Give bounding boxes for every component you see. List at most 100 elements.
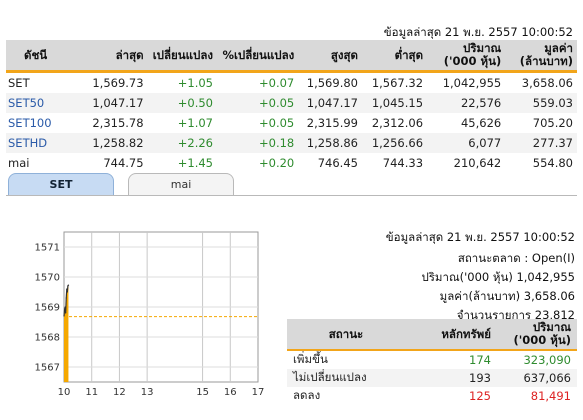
index-high: 746.45 (298, 153, 362, 173)
index-change: +1.07 (147, 113, 217, 133)
decline-count: 125 (469, 389, 491, 403)
y-tick-label: 1570 (35, 273, 60, 284)
index-name-link[interactable]: SET50 (6, 93, 84, 113)
index-low: 1,256.66 (361, 133, 428, 153)
index-low: 1,045.15 (361, 93, 428, 113)
index-row-set[interactable]: SET 1,569.73 +1.05 +0.07 1,569.80 1,567.… (6, 71, 577, 93)
market-info-timestamp: ข้อมูลล่าสุด 21 พ.ย. 2557 10:00:52 (385, 230, 575, 244)
index-point (66, 291, 68, 293)
x-tick-label: 13 (141, 387, 154, 398)
col-stat-volume-line2: ('000 หุ้น) (513, 333, 571, 347)
index-change: +2.26 (147, 133, 217, 153)
index-high: 1,047.17 (298, 93, 362, 113)
tab-divider (6, 195, 577, 196)
y-tick-label: 1571 (35, 243, 60, 254)
index-name-link[interactable]: SET100 (6, 113, 84, 133)
col-status: สถานะ (287, 319, 405, 351)
index-volume: 45,626 (427, 113, 506, 133)
y-tick-label: 1568 (35, 333, 60, 344)
market-trades: จำนวนรายการ 23,812 (456, 308, 575, 322)
advance-decline-header: สถานะ หลักทรัพย์ ปริมาณ ('000 หุ้น) (287, 319, 577, 351)
tab-mai[interactable]: mai (128, 173, 234, 196)
col-volume: ปริมาณ ('000 หุ้น) (427, 40, 506, 73)
index-point (67, 284, 70, 286)
decline-label: ลดลง (293, 388, 321, 402)
col-securities: หลักทรัพย์ (405, 319, 497, 351)
index-low: 744.33 (361, 153, 428, 173)
index-point (65, 297, 67, 299)
index-low: 2,312.06 (361, 113, 428, 133)
last-updated-timestamp: ข้อมูลล่าสุด 21 พ.ย. 2557 10:00:52 (383, 25, 573, 39)
index-pct-change: +0.18 (217, 133, 299, 153)
index-change: +1.05 (147, 71, 217, 93)
col-last: ล่าสุด (83, 40, 148, 73)
x-tick-label: 17 (252, 387, 265, 398)
index-last: 1,569.73 (83, 71, 148, 93)
unchanged-count: 193 (405, 369, 497, 387)
col-stat-volume: ปริมาณ ('000 หุ้น) (497, 319, 577, 351)
unchanged-volume: 637,066 (497, 369, 577, 387)
index-point (64, 306, 66, 308)
index-pct-change: +0.07 (217, 71, 299, 93)
index-last: 1,258.82 (83, 133, 148, 153)
col-volume-line1: ปริมาณ (463, 41, 502, 55)
index-name-link[interactable]: SETHD (6, 133, 84, 153)
market-volume: ปริมาณ('000 หุ้น) 1,042,955 (421, 270, 575, 284)
index-point (66, 288, 68, 290)
index-value: 554.80 (505, 153, 577, 173)
index-value: 3,658.06 (505, 71, 577, 93)
unchanged-label: ไม่เปลี่ยนแปลง (287, 369, 405, 387)
advance-decline-table: สถานะ หลักทรัพย์ ปริมาณ ('000 หุ้น) เพิ่… (287, 319, 577, 405)
col-stat-volume-line1: ปริมาณ (532, 320, 571, 334)
index-high: 1,569.80 (298, 71, 362, 93)
x-tick-label: 16 (224, 387, 237, 398)
advance-label: เพิ่มขึ้น (293, 352, 328, 366)
index-volume: 22,576 (427, 93, 506, 113)
index-row-sethd[interactable]: SETHD 1,258.82 +2.26 +0.18 1,258.86 1,25… (6, 133, 577, 153)
col-high: สูงสุด (298, 40, 362, 73)
index-value: 705.20 (505, 113, 577, 133)
index-volume: 1,042,955 (427, 71, 506, 93)
index-change: +1.45 (147, 153, 217, 173)
index-point (63, 315, 65, 317)
index-last: 744.75 (83, 153, 148, 173)
index-name: SET (6, 71, 84, 93)
market-value: มูลค่า(ล้านบาท) 3,658.06 (439, 289, 575, 303)
y-tick-label: 1567 (35, 363, 60, 374)
x-tick-label: 12 (113, 387, 126, 398)
advance-count: 174 (469, 353, 491, 367)
tab-set[interactable]: SET (8, 173, 114, 196)
index-point (65, 312, 67, 314)
col-change: เปลี่ยนแปลง (147, 40, 217, 73)
index-change: +0.50 (147, 93, 217, 113)
col-value-line1: มูลค่า (544, 41, 573, 55)
y-tick-label: 1569 (35, 303, 60, 314)
index-point (63, 309, 66, 311)
index-name: mai (6, 153, 84, 173)
col-value-line2: (ล้านบาท) (519, 54, 573, 68)
index-row-mai[interactable]: mai 744.75 +1.45 +0.20 746.45 744.33 210… (6, 153, 577, 173)
index-pct-change: +0.20 (217, 153, 299, 173)
index-high: 2,315.99 (298, 113, 362, 133)
index-volume: 6,077 (427, 133, 506, 153)
index-volume: 210,642 (427, 153, 506, 173)
index-pct-change: +0.05 (217, 93, 299, 113)
index-row-set100[interactable]: SET100 2,315.78 +1.07 +0.05 2,315.99 2,3… (6, 113, 577, 133)
index-point (67, 285, 69, 287)
col-volume-line2: ('000 หุ้น) (443, 54, 502, 68)
index-high: 1,258.86 (298, 133, 362, 153)
advance-volume: 323,090 (523, 353, 571, 367)
index-low: 1,567.32 (361, 71, 428, 93)
col-index: ดัชนี (6, 40, 84, 73)
x-tick-label: 15 (196, 387, 209, 398)
index-last: 1,047.17 (83, 93, 148, 113)
col-low: ต่ำสุด (361, 40, 428, 73)
index-table-header: ดัชนี ล่าสุด เปลี่ยนแปลง %เปลี่ยนแปลง สู… (6, 40, 577, 73)
index-row-set50[interactable]: SET50 1,047.17 +0.50 +0.05 1,047.17 1,04… (6, 93, 577, 113)
index-last: 2,315.78 (83, 113, 148, 133)
x-tick-label: 11 (85, 387, 98, 398)
advance-row: เพิ่มขึ้น 174 323,090 (287, 350, 577, 369)
decline-row: ลดลง 125 81,491 (287, 387, 577, 405)
index-value: 559.03 (505, 93, 577, 113)
market-status: สถานะตลาด : Open(I) (457, 251, 575, 265)
